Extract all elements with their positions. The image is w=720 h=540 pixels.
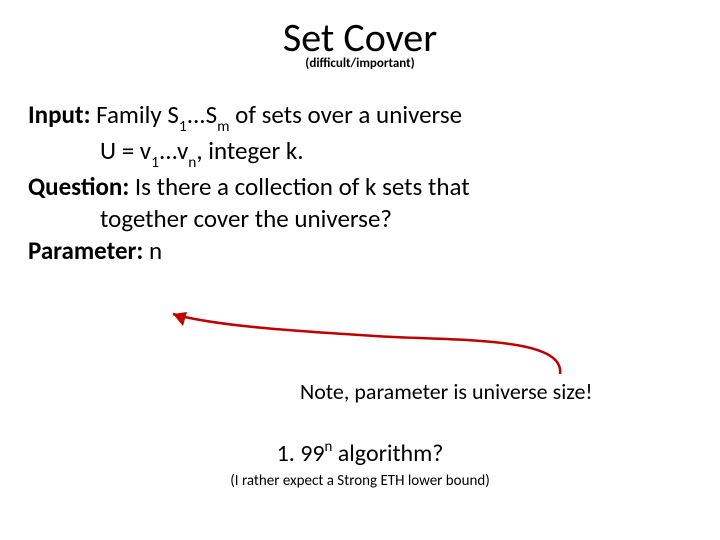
title-block: Set Cover (difficult/important) [0,0,720,71]
parameter-label: Parameter: [28,235,143,266]
input-sub-1: 1 [179,117,187,136]
input-line-1: Input: Family S1...Sm of sets over a uni… [28,99,692,135]
arrow-annotation [155,306,575,386]
input-sub-3: 1 [151,153,159,172]
subtitle: (difficult/important) [0,56,720,71]
input-sub-4: n [188,153,196,172]
algo-num: 1. 99 [277,439,325,468]
input-text-1b: ...S [187,99,217,130]
parameter-value: n [143,235,162,266]
input-text-2c: , integer k. [196,135,303,166]
page-title: Set Cover [0,18,720,58]
input-text-1c: of sets over a universe [230,99,463,130]
question-line-1: Question: Is there a collection of k set… [28,171,692,203]
question-label: Question: [28,171,129,202]
body-text: Input: Family S1...Sm of sets over a uni… [0,71,720,267]
question-line-2: together cover the universe? [28,203,692,235]
algo-sup: n [325,437,333,455]
input-text-1a: Family S [90,99,178,130]
note-text: Note, parameter is universe size! [300,378,593,405]
algorithm-note: (I rather expect a Strong ETH lower boun… [0,472,720,490]
algo-rest: algorithm? [332,439,443,468]
input-label: Input: [28,99,90,130]
input-line-2: U = v1...vn, integer k. [28,135,692,171]
input-text-2a: U = v [100,135,151,166]
input-sub-2: m [217,117,229,136]
algorithm-line: 1. 99n algorithm? [0,438,720,468]
parameter-line: Parameter: n [28,235,692,267]
input-text-2b: ...v [159,135,188,166]
question-text-1: Is there a collection of k sets that [129,171,469,202]
algorithm-block: 1. 99n algorithm? (I rather expect a Str… [0,438,720,490]
